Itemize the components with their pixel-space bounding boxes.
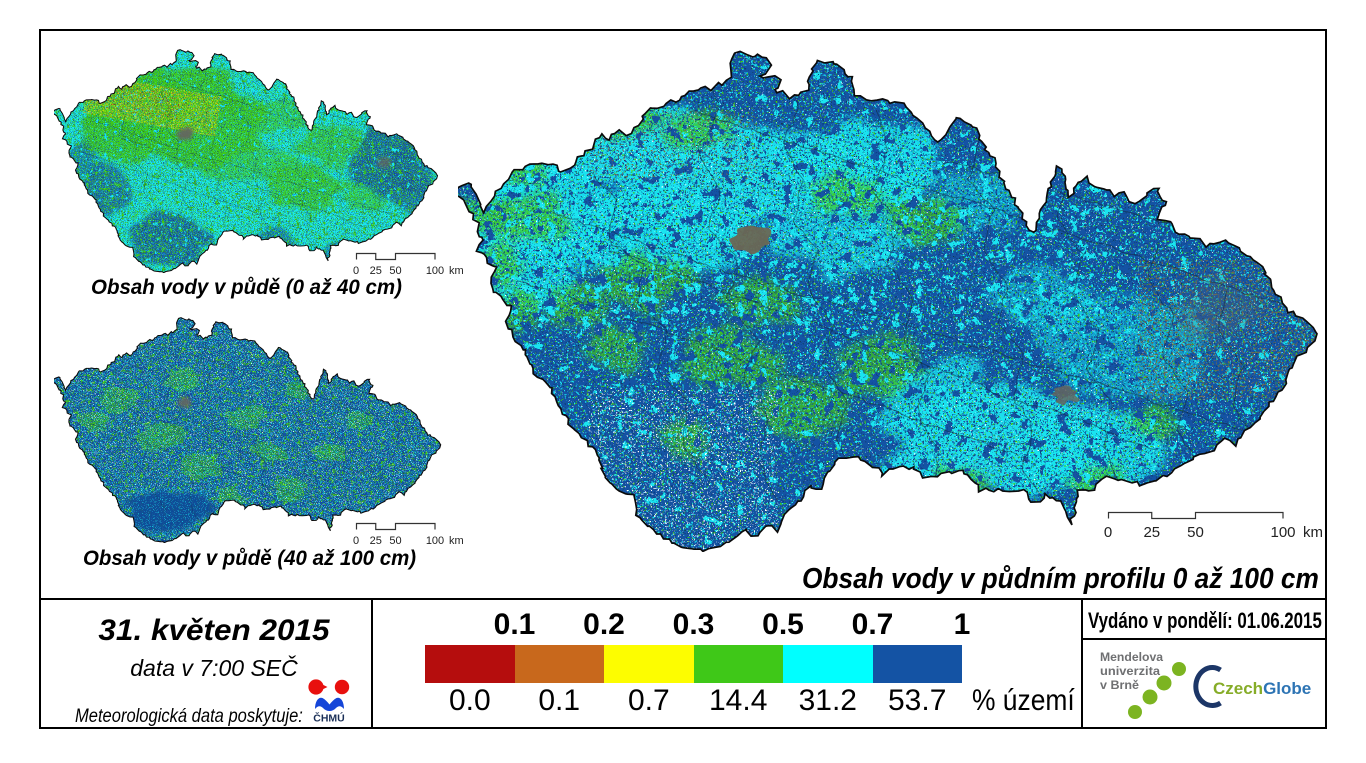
- svg-text:ČHMÚ: ČHMÚ: [313, 712, 345, 724]
- svg-text:CzechGlobe: CzechGlobe: [1213, 679, 1311, 698]
- svg-text:100: 100: [1270, 524, 1295, 541]
- svg-text:25: 25: [1143, 524, 1160, 541]
- svg-text:km: km: [449, 265, 464, 277]
- svg-text:100: 100: [426, 535, 444, 547]
- svg-text:50: 50: [389, 535, 401, 547]
- svg-text:100: 100: [426, 265, 444, 277]
- svg-text:0: 0: [353, 265, 359, 277]
- svg-text:25: 25: [370, 535, 382, 547]
- svg-text:0: 0: [353, 535, 359, 547]
- svg-text:km: km: [1303, 524, 1323, 541]
- svg-text:25: 25: [370, 265, 382, 277]
- svg-text:Mendelova: Mendelova: [1100, 650, 1163, 664]
- svg-text:km: km: [449, 535, 464, 547]
- svg-text:50: 50: [1187, 524, 1204, 541]
- svg-text:v Brně: v Brně: [1100, 678, 1139, 692]
- svg-text:0: 0: [1104, 524, 1112, 541]
- svg-text:50: 50: [389, 265, 401, 277]
- svg-text:univerzita: univerzita: [1100, 664, 1160, 678]
